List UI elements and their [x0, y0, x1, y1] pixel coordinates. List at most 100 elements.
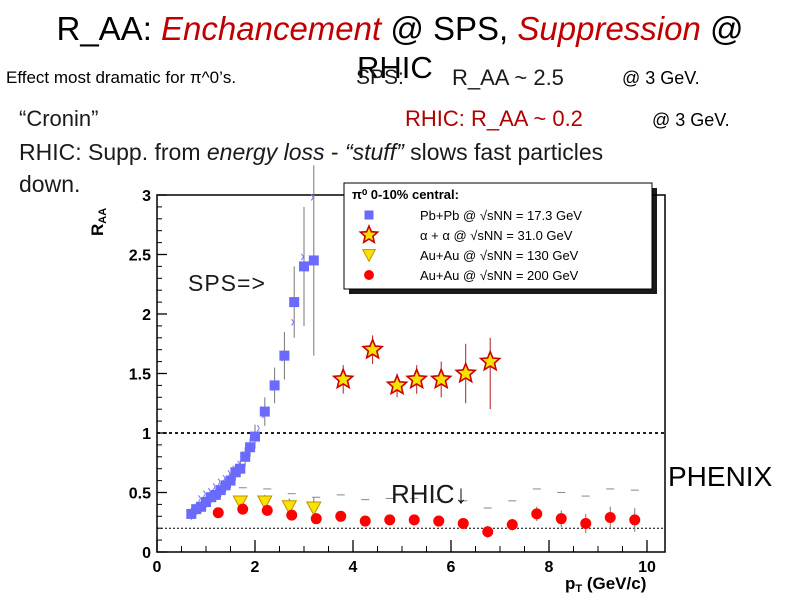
data-point-star	[429, 367, 453, 390]
legend-entry: Pb+Pb @ √sNN = 17.3 GeV	[420, 208, 582, 223]
data-point-circle	[629, 514, 641, 526]
data-point-circle	[335, 510, 347, 522]
y-tick-label: 2	[142, 307, 151, 324]
y-tick-label: 3	[142, 188, 151, 205]
data-point-circle	[555, 513, 567, 525]
slide-title: R_AA: Enchancement @ SPS, Suppression @	[0, 10, 800, 48]
energy-loss-a: RHIC: Supp. from	[19, 139, 207, 165]
legend-marker-star	[358, 223, 380, 244]
y-tick-label: 0	[142, 545, 151, 562]
data-point-star	[385, 373, 409, 396]
data-point-triangle-down	[281, 500, 298, 515]
energy-loss-text: RHIC: Supp. from energy loss - “stuff” s…	[19, 139, 603, 166]
systematic-bracket	[202, 490, 206, 498]
title-enhancement: Enchancement	[161, 10, 382, 47]
energy-loss-d: “stuff”	[344, 139, 404, 165]
data-point-triangle-down	[256, 495, 273, 511]
x-tick-label: 2	[251, 559, 260, 576]
sps-gev: @ 3 GeV.	[622, 68, 700, 88]
systematic-bracket	[310, 193, 314, 201]
effect-text: Effect most dramatic for π^0’s.	[6, 68, 237, 87]
energy-loss-c: -	[324, 139, 345, 165]
data-point-star	[361, 337, 385, 360]
energy-loss-e: slows fast particles	[403, 139, 604, 165]
legend-entry: α + α @ √sNN = 31.0 GeV	[420, 228, 573, 243]
y-tick-label: 1.5	[129, 367, 151, 384]
data-point-triangle-down	[305, 501, 322, 517]
x-tick-label: 4	[349, 559, 358, 576]
systematic-bracket	[320, 152, 324, 160]
data-point-square	[279, 350, 290, 361]
data-point-circle	[286, 509, 298, 521]
systematic-bracket	[300, 253, 304, 261]
x-tick-label: 0	[153, 559, 162, 576]
data-point-circle	[384, 514, 396, 526]
data-point-star	[405, 367, 429, 390]
data-point-circle	[261, 504, 273, 516]
title-sps: @ SPS,	[381, 10, 518, 47]
data-point-circle	[359, 515, 371, 527]
systematic-bracket	[291, 318, 294, 326]
y-tick-label: 0.5	[129, 486, 151, 503]
x-tick-label: 8	[545, 559, 554, 576]
phenix-label: PHENIX	[668, 461, 773, 492]
data-point-square	[289, 297, 300, 308]
data-point-circle	[580, 517, 592, 529]
systematic-bracket	[256, 424, 260, 432]
data-point-square	[269, 380, 280, 391]
data-point-circle	[237, 503, 249, 515]
data-point-square	[259, 406, 270, 417]
data-point-star	[454, 361, 478, 384]
y-tick-label: 1	[142, 426, 151, 443]
data-point-circle	[457, 517, 469, 529]
x-axis-title: pT (GeV/c)	[565, 574, 646, 595]
x-tick-label: 6	[447, 559, 456, 576]
legend-entry: Au+Au @ √sNN = 200 GeV	[420, 268, 579, 283]
data-point-circle	[310, 513, 322, 525]
data-point-square	[235, 463, 246, 474]
legend-box	[343, 182, 653, 290]
data-point-star	[331, 367, 355, 390]
data-point-square	[240, 451, 251, 462]
energy-loss-b: energy loss	[206, 139, 325, 165]
sps-raa-value: R_AA ~ 2.5	[452, 65, 564, 90]
data-point-triangle-down	[232, 495, 249, 511]
sps-arrow-label: SPS=>	[188, 270, 266, 296]
systematic-bracket	[212, 483, 216, 490]
data-point-square	[299, 261, 309, 272]
data-point-circle	[604, 511, 616, 523]
rhic-raa-value: RHIC: R_AA ~ 0.2	[405, 106, 583, 131]
systematic-bracket	[222, 474, 226, 482]
rhic-arrow-label: RHIC↓	[391, 479, 468, 509]
cronin-label: “Cronin”	[19, 106, 99, 131]
legend-entry: Au+Au @ √sNN = 130 GeV	[420, 248, 579, 263]
data-point-circle	[482, 526, 494, 538]
energy-loss-down: down.	[19, 171, 81, 197]
title-suppression: Suppression	[517, 10, 701, 47]
data-point-circle	[506, 519, 518, 531]
y-axis-title: RAA	[88, 208, 109, 236]
title-at: @	[700, 10, 744, 47]
data-point-star	[478, 349, 502, 372]
legend-marker-square	[364, 210, 374, 220]
data-point-circle	[531, 508, 543, 520]
x-tick-label: 10	[638, 559, 656, 576]
data-point-circle	[408, 514, 420, 526]
systematic-bracket	[217, 478, 221, 486]
title-prefix: R_AA:	[56, 10, 162, 47]
legend-title: π⁰ 0-10% central:	[352, 187, 459, 202]
data-point-square	[225, 475, 236, 486]
systematic-bracket	[227, 470, 231, 477]
y-tick-label: 2.5	[129, 248, 151, 265]
data-point-circle	[433, 515, 445, 527]
systematic-bracket	[197, 495, 201, 502]
rhic-gev: @ 3 GeV.	[652, 110, 730, 130]
data-point-circle	[212, 507, 224, 519]
legend-marker-triangle-down	[361, 249, 377, 263]
data-point-square	[308, 255, 319, 266]
rhic-overlap-text: RHIC	[357, 50, 433, 85]
sps-label: SPS:	[356, 66, 404, 89]
legend-marker-circle	[364, 270, 374, 280]
data-point-square	[245, 442, 256, 453]
